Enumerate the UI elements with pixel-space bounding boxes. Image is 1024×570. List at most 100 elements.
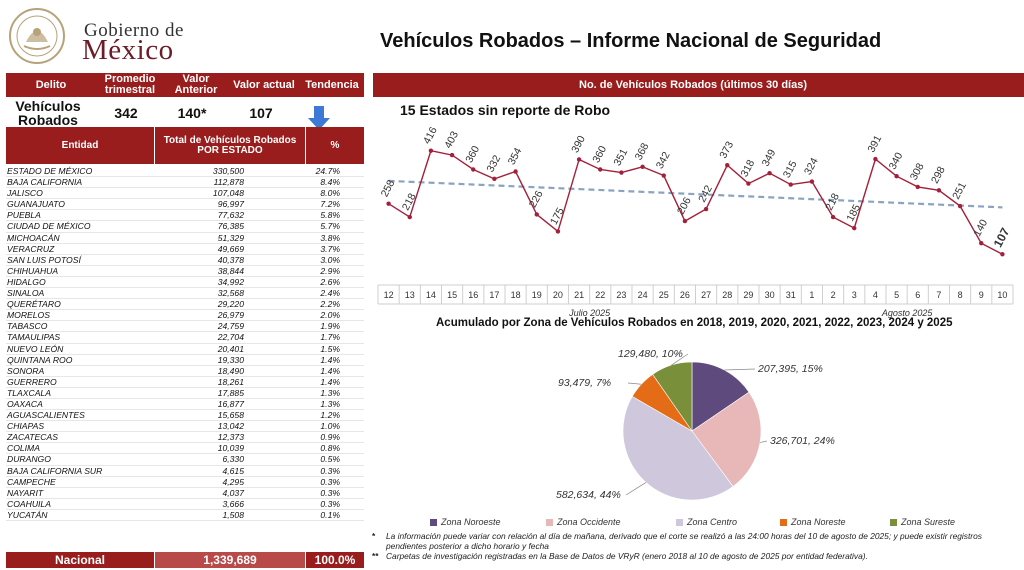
pie-leader (759, 440, 768, 443)
state-total: 32,568 (217, 288, 244, 299)
table-row: OAXACA 16,877 1.3% (6, 399, 364, 411)
table-row: TLAXCALA 17,885 1.3% (6, 388, 364, 399)
data-point (1000, 252, 1005, 257)
table-row: ZACATECAS 12,373 0.9% (6, 432, 364, 444)
footnote-marker: * (372, 531, 376, 541)
state-name: CIUDAD DE MÉXICO (7, 221, 91, 232)
table-row: SINALOA 32,568 2.4% (6, 288, 364, 300)
x-tick-label: 10 (997, 290, 1007, 300)
data-label: 298 (929, 164, 948, 185)
data-label: 258 (379, 178, 398, 199)
header-tendencia: Tendencia (305, 78, 359, 91)
pie-leader (627, 382, 642, 385)
pie-leader (671, 353, 689, 366)
data-label: 391 (865, 133, 884, 154)
header-promedio: Promedio trimestral (104, 73, 156, 96)
data-point (725, 162, 730, 168)
legend-swatch (430, 518, 437, 526)
series-line (388, 149, 1003, 255)
x-tick-label: 15 (447, 290, 457, 300)
arrow-down-icon (308, 106, 330, 130)
state-pct: 0.3% (320, 476, 340, 487)
data-label: 349 (760, 147, 779, 168)
state-pct: 1.4% (320, 365, 340, 376)
legend-swatch (780, 518, 787, 526)
data-label: 368 (633, 141, 652, 162)
month-label: Julio 2025 (568, 308, 611, 318)
pie-chart-title: Acumulado por Zona de Vehículos Robados … (436, 317, 953, 329)
state-pct: 0.5% (320, 454, 340, 465)
state-total: 12,373 (217, 432, 244, 443)
x-tick-label: 1 (809, 290, 814, 300)
state-total: 40,378 (217, 254, 244, 265)
table-row: CAMPECHE 4,295 0.3% (6, 477, 364, 488)
state-name: JALISCO (7, 188, 43, 199)
table-row: GUERRERO 18,261 1.4% (6, 377, 364, 388)
pie-chart: 207,395, 15% 326,701, 24% 582,634, 44% 93,4… (556, 348, 835, 501)
data-point (513, 169, 518, 174)
x-tick-label: 8 (958, 290, 963, 300)
table-header-pct: % (306, 127, 364, 164)
chart-subtitle: 15 Estados sin reporte de Robo (400, 102, 611, 118)
state-name: GUANAJUATO (7, 199, 65, 210)
state-name: SONORA (7, 365, 45, 376)
data-point (598, 167, 603, 172)
state-pct: 0.3% (320, 498, 340, 509)
data-point (957, 203, 963, 209)
state-pct: 3.0% (320, 254, 340, 265)
kpi-delito: Vehículos Robados (15, 98, 81, 128)
pie-label: 93,479, 7% (558, 377, 611, 389)
x-tick-label: 19 (532, 290, 542, 300)
x-tick-label: 7 (936, 290, 941, 300)
legend-item: Zona Sureste (890, 517, 955, 527)
state-pct: 2.6% (320, 276, 340, 287)
trend-line (388, 179, 1003, 209)
pie-slice (652, 361, 693, 432)
state-total: 77,632 (217, 210, 244, 221)
legend-item: Zona Noroeste (430, 517, 501, 527)
state-total: 107,048 (212, 188, 244, 199)
state-total: 38,844 (217, 265, 244, 276)
state-total: 4,295 (222, 476, 244, 487)
state-pct: 24.7% (315, 166, 340, 176)
state-name: CHIHUAHUA (7, 265, 59, 276)
table-row: BAJA CALIFORNIA SUR 4,615 0.3% (6, 466, 364, 477)
table-row: ESTADO DE MÉXICO 330,500 24.7% (6, 166, 364, 178)
data-label: 206 (675, 195, 694, 216)
legend-item: Zona Occidente (546, 517, 621, 527)
data-point (682, 218, 688, 224)
legend-swatch (676, 518, 683, 526)
pie-leader (724, 368, 756, 371)
data-point (428, 148, 434, 153)
pie-leader (625, 482, 647, 496)
x-tick-label: 27 (701, 290, 711, 300)
table-row: QUINTANA ROO 19,330 1.4% (6, 355, 364, 366)
data-label: 354 (506, 146, 525, 167)
state-pct: 5.8% (320, 210, 340, 221)
table-row: CIUDAD DE MÉXICO 76,385 5.7% (6, 221, 364, 233)
data-label: 324 (802, 156, 821, 177)
table-row: GUANAJUATO 96,997 7.2% (6, 199, 364, 211)
x-tick-label: 25 (659, 290, 669, 300)
table-row: PUEBLA 77,632 5.8% (6, 210, 364, 222)
total-value: 1,339,689 (155, 552, 305, 568)
state-name: ESTADO DE MÉXICO (7, 166, 93, 176)
data-label: 107 (991, 225, 1013, 250)
x-tick-label: 28 (722, 290, 732, 300)
state-name: TABASCO (7, 321, 48, 332)
data-point (661, 173, 666, 178)
table-row: CHIAPAS 13,042 1.0% (6, 421, 364, 433)
x-tick-label: 30 (765, 290, 775, 300)
data-label: 140 (971, 217, 990, 238)
x-tick-label: 5 (894, 290, 899, 300)
data-label: 226 (527, 189, 546, 210)
total-label: Nacional (6, 552, 154, 568)
table-header-entidad: Entidad (6, 127, 154, 164)
data-point (936, 188, 942, 193)
table-row: AGUASCALIENTES 15,658 1.2% (6, 410, 364, 422)
state-pct: 2.4% (320, 288, 340, 299)
state-name: SINALOA (7, 288, 45, 299)
legend-label: Zona Noreste (791, 517, 846, 527)
x-tick-label: 24 (638, 290, 648, 300)
